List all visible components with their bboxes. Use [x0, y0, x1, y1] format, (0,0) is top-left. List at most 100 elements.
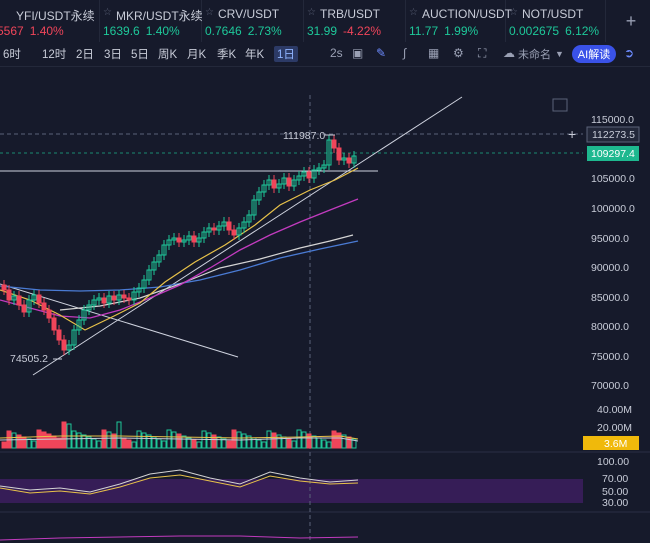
candle-series [1, 135, 357, 355]
timeframe-6h[interactable]: 6时 [3, 49, 21, 61]
volume-bar [351, 438, 357, 449]
volume-bar [31, 440, 37, 449]
ai-analysis-button[interactable]: AI解读 [572, 45, 616, 63]
ticker-4[interactable]: ☆ AUCTION/USDT 11.77 1.99% [406, 0, 512, 42]
candle [91, 299, 97, 306]
volume-bar [1, 441, 7, 449]
layout-name[interactable]: 未命名 [518, 49, 551, 61]
candle [26, 299, 32, 313]
price-tick: 75000.0 [591, 351, 629, 363]
grid-layout-icon[interactable]: ▦ [428, 46, 440, 60]
candle [236, 227, 242, 236]
candle [146, 269, 152, 281]
candle [71, 329, 77, 346]
ticker-change: 1.40% [145, 24, 180, 38]
candle [66, 344, 72, 351]
volume-bar [91, 438, 97, 449]
ticker-3[interactable]: ☆ TRB/USDT 31.99 -4.22% [304, 0, 406, 42]
candle [111, 295, 117, 301]
rsi-line-magenta [0, 535, 359, 541]
favorite-star-icon[interactable]: ☆ [509, 7, 518, 18]
favorite-star-icon[interactable]: ☆ [409, 7, 418, 18]
candle [211, 227, 217, 231]
ticker-name: TRB/USDT [320, 7, 380, 21]
timeframe-5d[interactable]: 5日 [131, 49, 149, 61]
expand-chart-icon[interactable] [552, 98, 568, 112]
favorite-star-icon[interactable]: ☆ [307, 7, 316, 18]
candle [11, 295, 17, 301]
volume-bar [21, 436, 27, 449]
candle [41, 302, 47, 311]
add-alert-icon[interactable]: + [568, 126, 576, 142]
volume-bar [86, 436, 92, 449]
last-price: 109297.4 [591, 148, 635, 160]
timeframe-1d[interactable]: 1日 [274, 46, 298, 62]
candle [316, 167, 322, 171]
add-tab-button[interactable]: + [612, 0, 650, 42]
candle [16, 295, 22, 306]
candle [291, 179, 297, 187]
volume-bar [106, 431, 112, 449]
volume-bar [211, 434, 217, 449]
low-label: 74505.2 [10, 353, 48, 365]
volume-bar [216, 436, 222, 449]
volume-bar [306, 433, 312, 449]
rsi-tick: 30.00 [602, 497, 628, 509]
candle [116, 294, 122, 301]
candle [126, 297, 132, 301]
gear-icon[interactable]: ⚙ [453, 46, 464, 60]
ticker-change: 2.73% [247, 24, 282, 38]
price-tick: 95000.0 [591, 233, 629, 245]
timeframe-month[interactable]: 月K [187, 49, 207, 61]
volume-tick: 20.00M [597, 422, 632, 434]
camera-icon[interactable]: ▣ [352, 46, 364, 60]
ticker-name: MKR/USDT永续 [116, 9, 203, 23]
candle [341, 157, 347, 161]
share-icon[interactable]: ➲ [624, 46, 635, 60]
ticker-1[interactable]: ☆ MKR/USDT永续 1639.6 1.40% [100, 0, 203, 42]
indicator-icon[interactable]: ∫ [403, 46, 407, 60]
trendline-up[interactable] [32, 96, 463, 376]
timeframe-year[interactable]: 年K [245, 49, 265, 61]
candle [311, 169, 317, 179]
candle [261, 184, 267, 193]
ticker-2[interactable]: ☆ CRV/USDT 0.7646 2.73% [202, 0, 304, 42]
favorite-star-icon[interactable]: ☆ [205, 7, 214, 18]
candle [121, 294, 127, 299]
candle [81, 309, 87, 321]
timeframe-quarter[interactable]: 季K [217, 49, 237, 61]
volume-bar [261, 441, 267, 449]
price-tick: 115000.0 [591, 114, 634, 126]
timeframe-12h[interactable]: 12时 [42, 49, 67, 61]
favorite-star-icon[interactable]: ☆ [103, 7, 112, 18]
ticker-price: 5567 [0, 24, 24, 38]
interval-2s[interactable]: 2s [330, 46, 343, 60]
ticker-0[interactable]: ☆YFI/USDT永续55671.40% [0, 0, 100, 42]
ticker-5[interactable]: ☆ NOT/USDT 0.002675 6.12% [506, 0, 606, 42]
timeframe-2d[interactable]: 2日 [76, 49, 94, 61]
candlestick-chart[interactable]: 111987.0 74505.2 115000.0110000.0105000.… [0, 67, 650, 543]
candle [56, 329, 62, 341]
volume-bar [146, 434, 152, 449]
cloud-icon[interactable]: ☁ [503, 46, 515, 60]
chevron-down-icon[interactable]: ▼ [555, 49, 564, 59]
volume-bar [81, 434, 87, 449]
ticker-price: 1639.6 [103, 24, 140, 38]
ma-white [59, 234, 354, 311]
ticker-change: 1.40% [29, 24, 64, 38]
volume-bar [51, 435, 57, 449]
candle [306, 171, 312, 179]
volume-bar [296, 429, 302, 449]
fullscreen-icon[interactable]: ⛶ [478, 46, 487, 60]
volume-bar [41, 431, 47, 449]
candle [136, 287, 142, 293]
ticker-price: 0.7646 [205, 24, 242, 38]
timeframe-3d[interactable]: 3日 [104, 49, 122, 61]
candle [46, 309, 52, 319]
rsi-line-white [0, 469, 359, 493]
ticker-price-row: 0.002675 6.12% [509, 24, 599, 38]
timeframe-week[interactable]: 周K [158, 49, 178, 61]
candle [61, 339, 67, 351]
volume-bar [336, 432, 342, 449]
draw-pen-icon[interactable]: ✎ [376, 46, 387, 60]
